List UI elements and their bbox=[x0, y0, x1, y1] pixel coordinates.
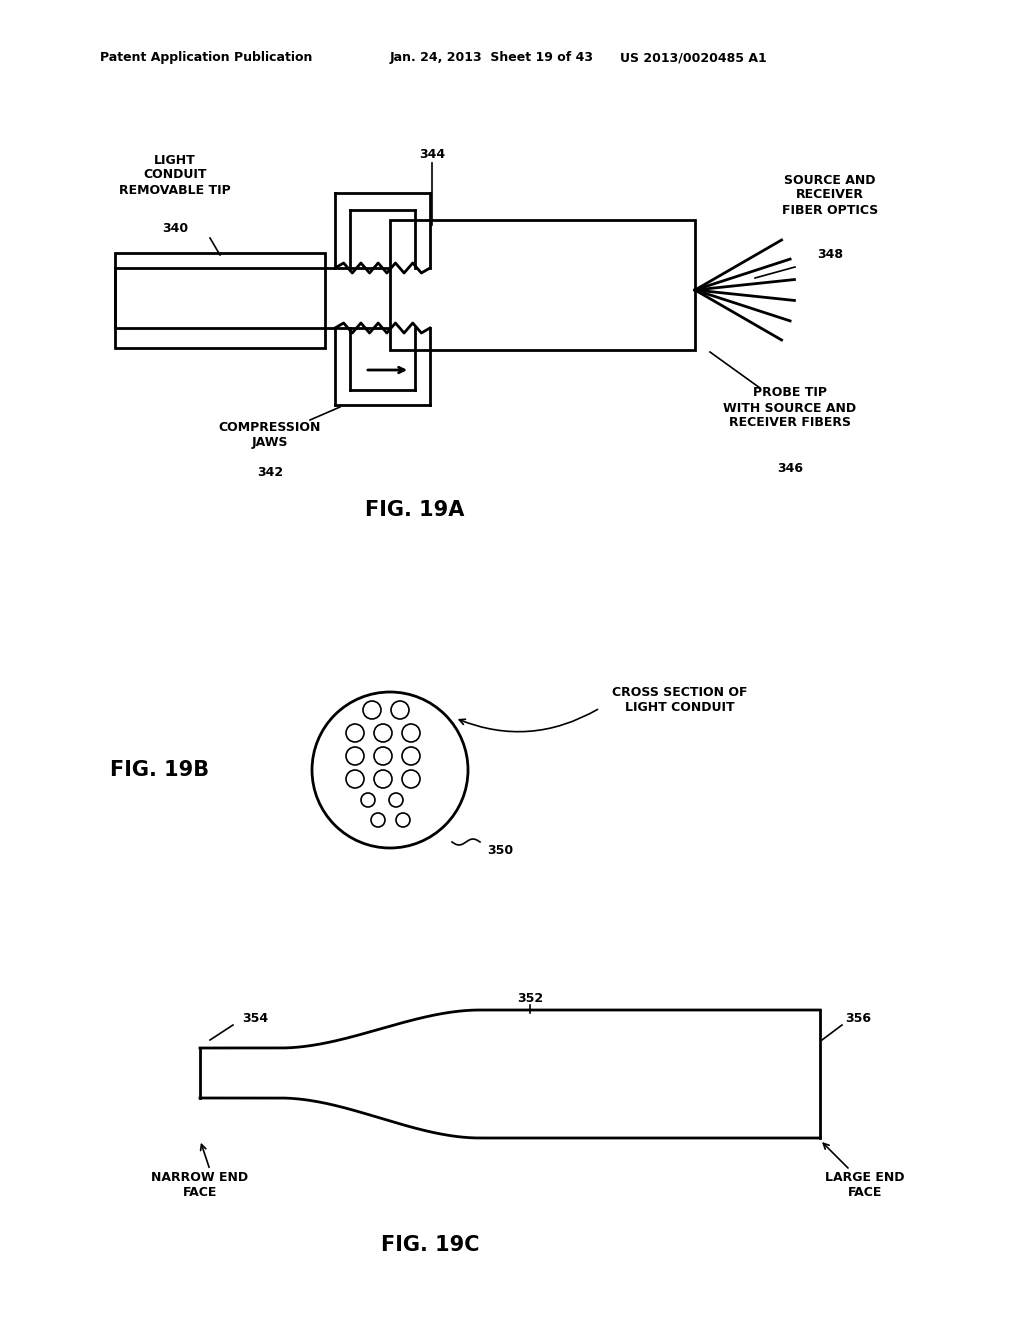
Text: US 2013/0020485 A1: US 2013/0020485 A1 bbox=[620, 51, 767, 65]
Text: 350: 350 bbox=[487, 843, 513, 857]
Text: NARROW END
FACE: NARROW END FACE bbox=[152, 1171, 249, 1199]
Text: PROBE TIP
WITH SOURCE AND
RECEIVER FIBERS: PROBE TIP WITH SOURCE AND RECEIVER FIBER… bbox=[723, 387, 856, 429]
Text: 354: 354 bbox=[242, 1011, 268, 1024]
Text: Jan. 24, 2013  Sheet 19 of 43: Jan. 24, 2013 Sheet 19 of 43 bbox=[390, 51, 594, 65]
Text: 340: 340 bbox=[162, 222, 188, 235]
Text: 356: 356 bbox=[845, 1011, 871, 1024]
Text: COMPRESSION
JAWS: COMPRESSION JAWS bbox=[219, 421, 322, 449]
Text: 346: 346 bbox=[777, 462, 803, 474]
Text: 348: 348 bbox=[817, 248, 843, 261]
Text: SOURCE AND
RECEIVER
FIBER OPTICS: SOURCE AND RECEIVER FIBER OPTICS bbox=[782, 173, 879, 216]
Text: LIGHT
CONDUIT
REMOVABLE TIP: LIGHT CONDUIT REMOVABLE TIP bbox=[119, 153, 230, 197]
Text: Patent Application Publication: Patent Application Publication bbox=[100, 51, 312, 65]
Text: 352: 352 bbox=[517, 991, 543, 1005]
Text: CROSS SECTION OF
LIGHT CONDUIT: CROSS SECTION OF LIGHT CONDUIT bbox=[612, 686, 748, 714]
Bar bbox=[390, 220, 695, 350]
Text: FIG. 19C: FIG. 19C bbox=[381, 1236, 479, 1255]
Text: FIG. 19B: FIG. 19B bbox=[111, 760, 210, 780]
Text: LARGE END
FACE: LARGE END FACE bbox=[825, 1171, 905, 1199]
Text: 342: 342 bbox=[257, 466, 283, 479]
Text: FIG. 19A: FIG. 19A bbox=[366, 500, 465, 520]
Bar bbox=[115, 253, 325, 348]
Text: 344: 344 bbox=[419, 149, 445, 161]
